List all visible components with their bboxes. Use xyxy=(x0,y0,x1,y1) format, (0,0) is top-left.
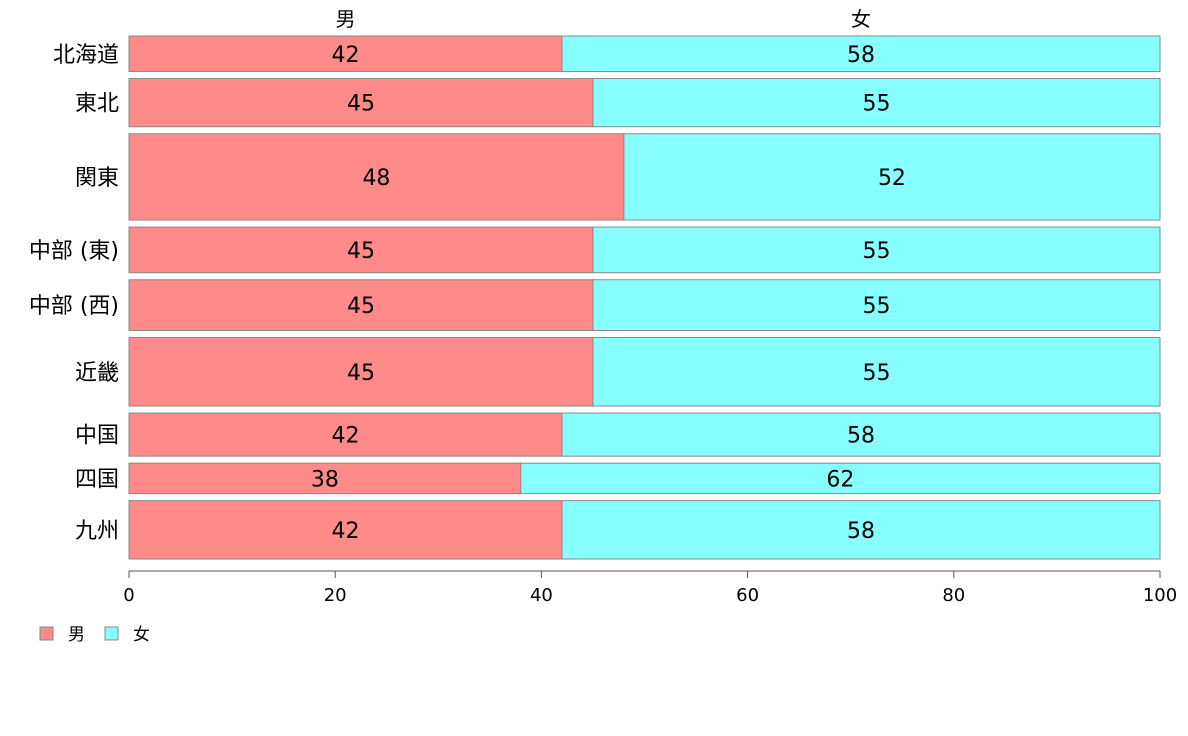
value-label: 42 xyxy=(332,519,360,544)
category-label: 近畿 xyxy=(75,361,119,386)
bar-segment xyxy=(561,35,1161,73)
value-label: 58 xyxy=(847,424,875,449)
legend-label: 男 xyxy=(68,625,85,645)
bar-segment xyxy=(128,78,594,128)
value-label: 42 xyxy=(332,43,360,68)
category-label: 中国 xyxy=(75,424,119,449)
bar-segment xyxy=(128,35,563,73)
bar-segment xyxy=(128,226,594,274)
legend-swatch xyxy=(104,626,119,641)
category-label: 中部 (東) xyxy=(29,239,119,264)
legend-label: 女 xyxy=(133,625,150,645)
bar-segment xyxy=(623,133,1161,221)
category-label: 東北 xyxy=(75,92,119,117)
bar-segment xyxy=(561,412,1161,457)
value-label: 45 xyxy=(347,361,375,386)
value-label: 55 xyxy=(862,92,890,117)
x-tick-label: 40 xyxy=(530,585,553,606)
value-label: 48 xyxy=(362,166,390,191)
x-tick-label: 20 xyxy=(324,585,347,606)
bar-segment xyxy=(128,500,563,560)
value-label: 45 xyxy=(347,239,375,264)
value-label: 58 xyxy=(847,519,875,544)
value-label: 52 xyxy=(878,166,906,191)
value-label: 55 xyxy=(862,294,890,319)
x-axis: 0 20 40 60 80 100 xyxy=(123,570,1177,606)
bars: 42 58 45 55 48 52 45 55 45 55 45 55 42 58 38 62 42 58 xyxy=(128,35,1161,560)
x-tick-label: 80 xyxy=(942,585,965,606)
bar-segment xyxy=(592,336,1161,407)
bar-segment xyxy=(592,226,1161,274)
series-header: 男 xyxy=(336,7,356,31)
bar-segment xyxy=(128,133,625,221)
x-tick-label: 100 xyxy=(1143,585,1177,606)
category-label: 北海道 xyxy=(53,43,119,68)
legend: 男女 xyxy=(39,625,150,645)
value-label: 38 xyxy=(311,467,339,492)
value-label: 55 xyxy=(862,361,890,386)
value-label: 45 xyxy=(347,294,375,319)
value-label: 58 xyxy=(847,43,875,68)
value-label: 42 xyxy=(332,424,360,449)
series-header: 女 xyxy=(851,7,871,31)
category-label: 四国 xyxy=(75,467,119,492)
legend-swatch xyxy=(39,626,54,641)
category-label: 中部 (西) xyxy=(29,294,119,319)
category-label: 九州 xyxy=(75,519,119,544)
bar-segment xyxy=(128,412,563,457)
category-label: 関東 xyxy=(75,166,119,191)
bar-segment xyxy=(561,500,1161,560)
bar-segment xyxy=(128,279,594,331)
value-label: 62 xyxy=(826,467,854,492)
series-headers: 男女 xyxy=(336,7,872,31)
value-label: 55 xyxy=(862,239,890,264)
x-tick-label: 60 xyxy=(736,585,759,606)
bar-segment xyxy=(592,78,1161,128)
x-tick-label: 0 xyxy=(123,585,134,606)
bar-segment xyxy=(592,279,1161,331)
value-label: 45 xyxy=(347,92,375,117)
bar-segment xyxy=(520,462,1161,495)
